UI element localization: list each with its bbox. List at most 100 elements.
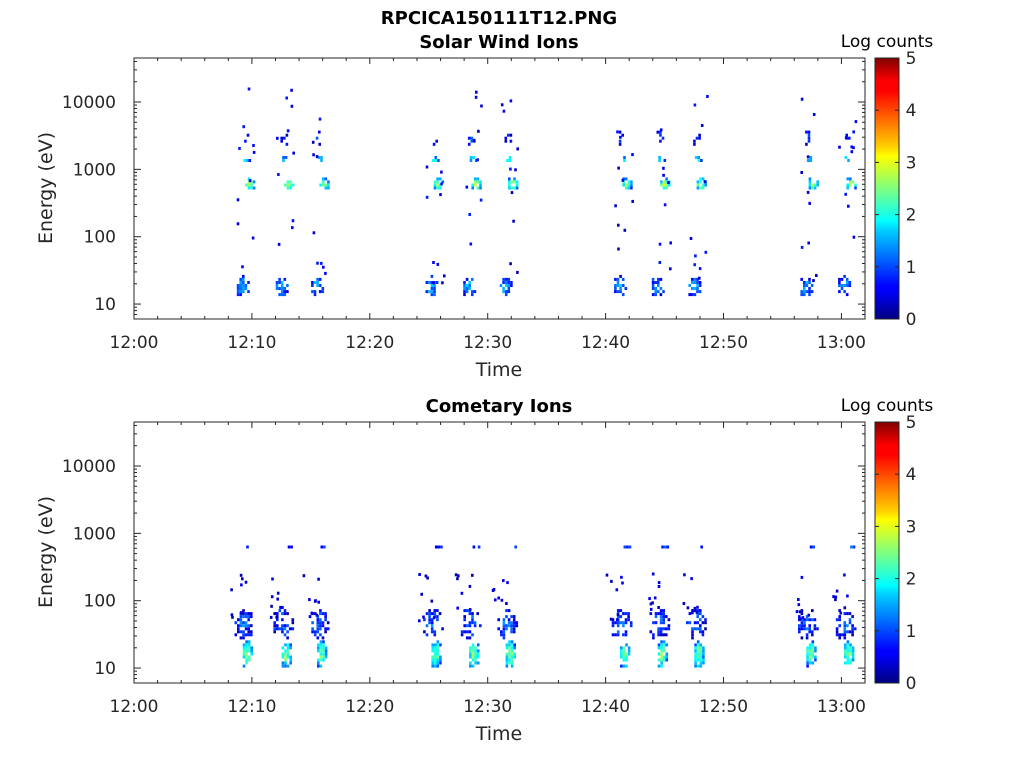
heatmap-cell: [244, 139, 247, 143]
heatmap-cell: [851, 649, 855, 653]
panel-title: Cometary Ions: [426, 396, 573, 417]
heatmap-cell: [510, 664, 514, 668]
heatmap-cell: [609, 617, 613, 621]
heatmap-cell: [430, 293, 434, 297]
heatmap-cell: [843, 636, 847, 640]
heatmap-cell: [425, 624, 429, 628]
heatmap-cell: [439, 658, 442, 662]
heatmap-cell: [247, 658, 251, 662]
heatmap-cell: [622, 658, 626, 662]
heatmap-cell: [319, 649, 323, 653]
heatmap-cell: [808, 201, 811, 205]
heatmap-cell: [618, 142, 622, 146]
heatmap-cell: [838, 615, 841, 619]
heatmap-cell: [322, 640, 325, 644]
heatmap-cell: [432, 261, 435, 264]
heatmap-cell: [239, 618, 243, 622]
heatmap-cell: [247, 627, 250, 631]
heatmap-cell: [433, 661, 437, 665]
heatmap-cell: [510, 627, 513, 631]
heatmap-cell: [430, 287, 434, 290]
heatmap-cell: [234, 633, 238, 637]
heatmap-cell: [809, 545, 813, 549]
heatmap-cell: [510, 649, 514, 653]
heatmap-cell: [505, 615, 508, 619]
heatmap-cell: [436, 661, 440, 665]
heatmap-cell: [463, 609, 466, 613]
heatmap-cell: [507, 609, 511, 613]
heatmap-cell: [803, 624, 806, 628]
heatmap-cell: [614, 287, 617, 290]
heatmap-cell: [435, 139, 438, 143]
panel-solar-wind: Solar Wind Ions 12:00 12:10 12:20 12:30 12:4…: [35, 32, 933, 381]
heatmap-cell: [621, 277, 625, 281]
heatmap-cell: [468, 284, 471, 287]
heatmap-cell: [622, 621, 625, 625]
heatmap-cell: [252, 150, 256, 154]
heatmap-cell: [516, 270, 519, 274]
heatmap-cell: [237, 618, 240, 622]
heatmap-cell: [846, 646, 850, 650]
heatmap-cell: [813, 618, 817, 622]
heatmap-cell: [242, 655, 246, 659]
x-tick-label: 12:00: [110, 697, 159, 717]
heatmap-cell: [620, 575, 623, 579]
heatmap-cell: [614, 621, 617, 625]
heatmap-cell: [808, 183, 812, 187]
heatmap-cell: [505, 627, 508, 631]
heatmap-cell: [438, 612, 442, 616]
heatmap-cell: [425, 612, 429, 616]
heatmap-cell: [508, 661, 511, 665]
heatmap-cell: [276, 624, 279, 628]
heatmap-cell: [844, 649, 847, 653]
heatmap-cell: [433, 649, 437, 653]
heatmap-cell: [318, 142, 321, 146]
heatmap-cell: [619, 287, 622, 290]
heatmap-cell: [280, 139, 283, 143]
heatmap-cell: [236, 222, 240, 226]
heatmap-cell: [807, 136, 811, 140]
heatmap-cell: [465, 185, 469, 189]
heatmap-cell: [324, 649, 328, 653]
heatmap-cell: [840, 284, 844, 287]
heatmap-cell: [623, 156, 626, 159]
heatmap-cell: [800, 621, 804, 625]
heatmap-cell: [657, 606, 660, 609]
heatmap-cell: [436, 618, 439, 622]
heatmap-cell: [510, 640, 514, 644]
heatmap-cell: [693, 621, 697, 625]
heatmap-cell: [273, 627, 276, 631]
heatmap-cell: [691, 633, 694, 637]
heatmap-cell: [807, 613, 811, 617]
axes: 12:00 12:10 12:20 12:30 12:40 12:50 13:00 10 100…: [62, 422, 866, 717]
heatmap-cell: [473, 290, 477, 294]
heatmap-cell: [252, 144, 255, 147]
heatmap-cell: [694, 649, 697, 653]
heatmap-cell: [662, 166, 665, 170]
heatmap-cell: [286, 624, 289, 628]
heatmap-cell: [278, 277, 281, 281]
heatmap-cell: [510, 186, 514, 190]
heatmap-cell: [619, 615, 623, 619]
heatmap-cell: [659, 139, 662, 143]
heatmap-cell: [242, 652, 246, 656]
heatmap-cell: [838, 636, 841, 640]
heatmap-cell: [281, 606, 284, 609]
heatmap-cell: [652, 633, 655, 637]
heatmap-cell: [467, 136, 471, 140]
heatmap-cell: [809, 156, 813, 159]
heatmap-cell: [798, 615, 801, 619]
heatmap-cell: [434, 159, 438, 162]
heatmap-cell: [292, 151, 295, 155]
heatmap-cell: [508, 159, 512, 162]
heatmap-cell: [852, 130, 855, 134]
heatmap-cell: [315, 613, 319, 617]
heatmap-cell: [283, 293, 287, 297]
heatmap-cell: [479, 198, 483, 202]
heatmap-cell: [468, 636, 472, 640]
heatmap-cell: [667, 618, 671, 622]
heatmap-cell: [460, 630, 464, 634]
heatmap-cell: [286, 129, 290, 133]
heatmap-cell: [798, 610, 802, 614]
heatmap-cell: [803, 290, 806, 294]
